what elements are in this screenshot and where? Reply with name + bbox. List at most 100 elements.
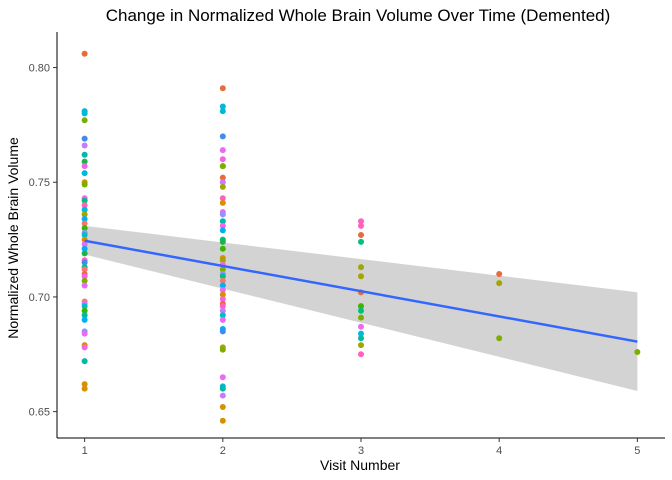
data-point	[219, 199, 226, 206]
data-point	[634, 348, 641, 355]
data-point	[358, 218, 364, 225]
y-axis-label: Normalized Whole Brain Volume	[5, 137, 21, 339]
data-point	[219, 222, 226, 229]
data-point	[81, 385, 88, 392]
data-point	[358, 238, 364, 245]
data-point	[219, 245, 226, 252]
data-point	[81, 211, 88, 218]
data-point	[358, 314, 364, 321]
data-point	[81, 330, 88, 337]
data-point	[358, 232, 364, 238]
data-point	[358, 307, 364, 314]
y-tick-label: 0.70	[29, 292, 50, 304]
x-tick-label: 3	[358, 445, 364, 457]
data-point	[219, 303, 226, 310]
data-point	[81, 245, 88, 252]
data-point	[358, 335, 364, 342]
data-point	[219, 273, 226, 280]
data-point	[219, 147, 226, 154]
data-point	[81, 181, 88, 188]
data-point	[81, 266, 88, 273]
data-point	[496, 280, 503, 287]
data-point	[81, 381, 88, 388]
data-point	[81, 202, 88, 209]
data-point	[219, 238, 226, 245]
data-point	[81, 197, 88, 204]
data-point	[219, 296, 226, 303]
data-point	[219, 392, 226, 399]
data-point	[358, 222, 364, 229]
data-point	[219, 218, 226, 225]
data-point	[219, 266, 226, 273]
data-point	[81, 277, 88, 284]
data-point	[81, 307, 88, 314]
x-tick-label: 5	[634, 445, 640, 457]
data-point	[358, 273, 364, 280]
data-point	[219, 227, 226, 234]
data-point	[81, 259, 88, 266]
data-point	[81, 312, 88, 319]
data-point	[219, 195, 226, 202]
regression-line-layer	[84, 239, 638, 343]
data-point	[81, 282, 88, 289]
data-point	[81, 220, 88, 227]
data-point	[219, 103, 226, 110]
data-point	[496, 270, 503, 277]
data-point	[81, 135, 88, 142]
data-point	[219, 183, 226, 190]
data-point	[219, 307, 226, 314]
data-point	[81, 110, 88, 117]
data-point	[81, 170, 88, 177]
data-point	[81, 358, 88, 365]
data-point	[219, 156, 226, 163]
y-tick-label: 0.65	[29, 407, 50, 419]
data-point	[496, 335, 503, 342]
data-point	[219, 282, 226, 289]
data-point	[358, 323, 364, 330]
data-point	[219, 316, 226, 323]
data-point	[81, 158, 88, 165]
data-point	[358, 342, 364, 349]
data-point	[81, 225, 88, 232]
data-point	[81, 206, 88, 213]
data-point	[81, 232, 88, 238]
data-point	[219, 374, 226, 381]
y-tick-label: 0.75	[29, 177, 50, 189]
x-tick-label: 2	[220, 445, 226, 457]
data-point	[219, 346, 226, 353]
data-point	[81, 273, 88, 280]
data-point	[81, 215, 88, 222]
x-tick-label: 4	[496, 445, 502, 457]
data-point	[81, 241, 88, 248]
data-point	[219, 257, 226, 264]
data-point	[219, 385, 226, 392]
data-point	[81, 163, 88, 170]
data-point	[219, 85, 226, 92]
data-point	[358, 351, 364, 358]
regression-line	[84, 239, 638, 343]
y-tick-label: 0.80	[29, 63, 50, 75]
x-tick-label: 1	[82, 445, 88, 457]
data-point	[81, 142, 88, 149]
x-axis-label: Visit Number	[320, 457, 400, 473]
data-point	[358, 264, 364, 271]
data-point	[219, 417, 226, 424]
data-point	[219, 179, 226, 186]
data-point	[81, 250, 88, 257]
data-point	[219, 287, 226, 294]
data-point	[81, 117, 88, 124]
data-point	[81, 151, 88, 158]
data-point	[219, 277, 226, 284]
data-point	[81, 316, 88, 323]
data-point	[219, 328, 226, 335]
x-ticks: 1 2 3 4 5	[82, 438, 640, 457]
data-point	[81, 344, 88, 351]
data-point	[358, 303, 364, 310]
data-point	[219, 108, 226, 115]
data-point	[81, 50, 88, 57]
data-point	[219, 211, 226, 218]
data-point	[219, 291, 226, 298]
data-point	[219, 174, 226, 181]
data-point	[219, 312, 226, 319]
